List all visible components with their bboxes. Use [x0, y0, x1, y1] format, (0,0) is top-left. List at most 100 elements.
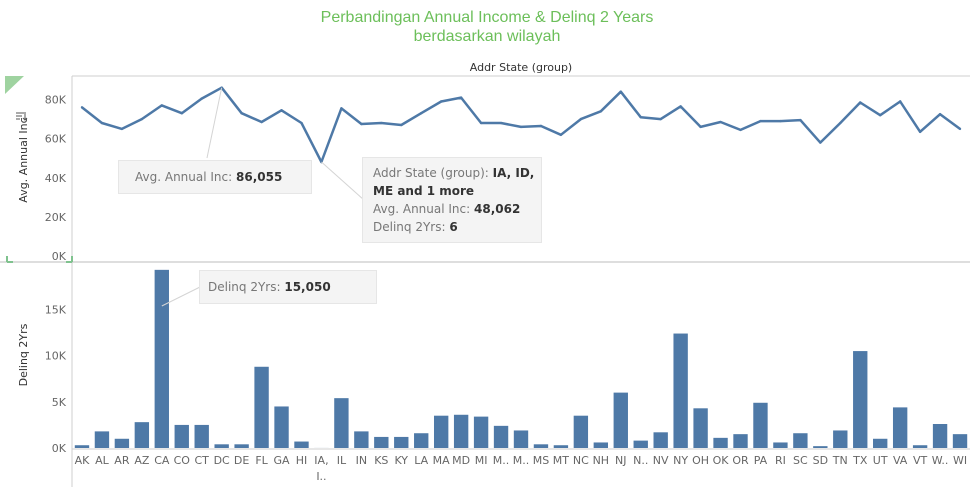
delinq-bar — [493, 425, 509, 448]
tooltip-group-value-cont: ME and 1 more — [373, 184, 475, 198]
delinq-bar — [533, 444, 549, 448]
tooltip-delinq-label: Delinq 2Yrs: — [373, 220, 446, 234]
income-point — [439, 100, 443, 103]
delinq-bar — [194, 424, 209, 448]
income-point — [799, 118, 802, 122]
x-tick-label: AZ — [134, 454, 150, 467]
x-tick-label: W.. — [932, 454, 949, 467]
y-tick-label: 15K — [45, 304, 67, 317]
x-tick-label: LA — [414, 454, 428, 467]
tooltip-leader — [206, 87, 223, 159]
x-tick-label: FL — [255, 454, 268, 467]
tooltip-label: Avg. Annual Inc: — [135, 170, 233, 184]
x-tick-label: NJ — [615, 454, 626, 467]
delinq-bar — [713, 437, 728, 448]
tooltip-value: 15,050 — [284, 280, 331, 294]
tooltip-line-min: Addr State (group): IA, ID, ME and 1 mor… — [362, 157, 542, 243]
x-tick-label: KY — [394, 454, 408, 467]
y-tick-label: 20K — [45, 211, 67, 224]
income-point — [599, 110, 603, 113]
x-tick-label: N.. — [633, 454, 648, 467]
tooltip-group-value: IA, ID, — [492, 166, 535, 180]
x-tick-label: AK — [75, 454, 91, 467]
x-tick-label: RI — [775, 454, 786, 467]
income-point — [459, 96, 463, 99]
x-tick-label: TX — [852, 454, 868, 467]
tooltip-bar-max: Delinq 2Yrs: 15,050 — [199, 270, 377, 304]
x-tick-label: VT — [913, 454, 928, 467]
income-point — [699, 125, 702, 129]
income-point — [619, 90, 622, 93]
delinq-bar — [593, 442, 609, 448]
x-tick-label: MT — [553, 454, 569, 467]
income-point — [639, 115, 642, 119]
delinq-bar — [833, 430, 848, 448]
income-point — [539, 124, 543, 128]
delinq-bar — [813, 446, 828, 448]
delinq-bar — [932, 424, 948, 448]
x-tick-label: WI — [953, 454, 967, 467]
x-tick-label: PA — [754, 454, 768, 467]
tooltip-inc-label: Avg. Annual Inc: — [373, 202, 471, 216]
income-point — [360, 122, 363, 126]
tooltip-line-max: Avg. Annual Inc: 86,055 — [118, 160, 312, 194]
delinq-bar — [952, 434, 968, 448]
tooltip-leader — [161, 286, 201, 307]
delinq-bar — [693, 408, 708, 448]
delinq-bar — [74, 445, 90, 448]
x-tick-label: NV — [653, 454, 669, 467]
x-tick-label: DC — [214, 454, 230, 467]
income-point — [859, 101, 862, 104]
income-point — [839, 121, 842, 125]
delinq-bar — [892, 407, 908, 448]
income-point — [140, 117, 144, 121]
delinq-bar — [374, 436, 389, 448]
x-tick-label: SC — [793, 454, 808, 467]
delinq-bar — [573, 415, 589, 448]
income-point — [240, 112, 243, 115]
x-tick-label: IN — [356, 454, 367, 467]
delinq-bar — [354, 431, 369, 448]
delinq-bar — [853, 351, 868, 448]
x-tick-label: VA — [893, 454, 908, 467]
income-point — [400, 123, 403, 127]
tooltip-delinq-value: 6 — [449, 220, 458, 234]
income-point — [819, 141, 822, 144]
chart-subtitle: berdasarkan wilayah — [413, 28, 561, 45]
tooltip-value: 86,055 — [236, 170, 283, 184]
x-tick-label: IA, — [314, 454, 328, 467]
x-tick-label: IL — [337, 454, 347, 467]
x-tick-label: HI — [296, 454, 308, 467]
delinq-bar — [873, 438, 888, 448]
delinq-bar — [653, 432, 668, 448]
y-axis-label: Delinq 2Yrs — [17, 323, 30, 386]
income-point — [918, 130, 922, 134]
delinq-bar — [174, 424, 189, 448]
delinq-bar — [154, 269, 169, 448]
delinq-bar — [214, 444, 229, 448]
delinq-bar — [673, 333, 688, 448]
y-tick-label: 0K — [52, 250, 67, 263]
x-tick-label: KS — [374, 454, 388, 467]
income-point — [479, 121, 483, 125]
x-tick-label: NC — [573, 454, 589, 467]
income-point — [958, 127, 962, 131]
delinq-bar — [453, 414, 469, 448]
income-point — [200, 97, 203, 100]
y-tick-label: 10K — [45, 350, 67, 363]
delinq-bar — [733, 434, 748, 448]
delinq-bar — [473, 416, 489, 448]
x-tick-label: GA — [274, 454, 291, 467]
pane-corner-icon — [5, 76, 24, 94]
income-point — [160, 104, 163, 107]
y-tick-label: 5K — [52, 396, 67, 409]
income-point — [898, 100, 902, 103]
x-tick-label: OK — [713, 454, 730, 467]
income-point — [420, 112, 423, 115]
y-tick-label: 60K — [45, 133, 67, 146]
delinq-bar — [793, 433, 808, 448]
income-point — [719, 120, 722, 124]
income-point — [280, 109, 283, 112]
income-point — [559, 133, 563, 136]
chart-title: Perbandingan Annual Income & Delinq 2 Ye… — [320, 9, 654, 26]
